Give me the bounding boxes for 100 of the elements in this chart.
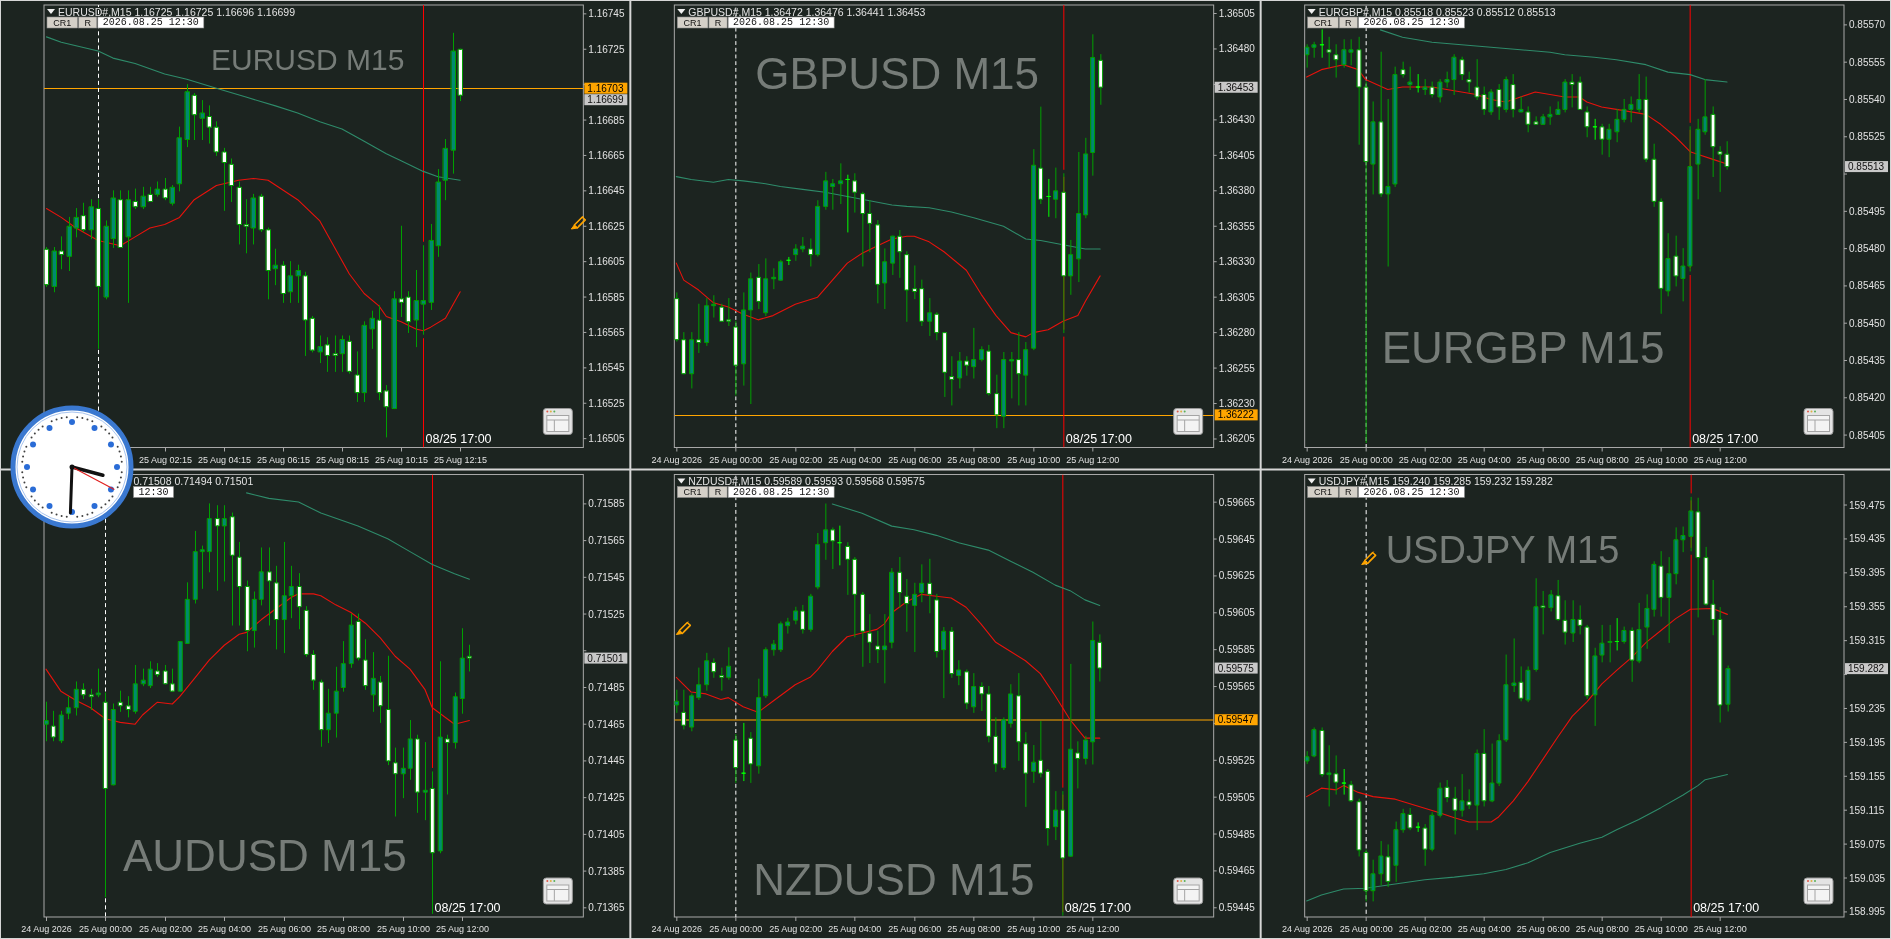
y-tick-label: 0.71425: [588, 792, 625, 804]
y-tick-label: 1.36305: [1218, 291, 1256, 303]
y-tick-label: 0.85450: [1849, 317, 1886, 329]
y-tick-label: 1.16585: [588, 291, 625, 303]
x-tick-label: 25 Aug 02:00: [138, 924, 193, 934]
button: CR1: [677, 16, 709, 29]
y-tick-label: 0.71525: [588, 608, 625, 620]
x-tick-label: 25 Aug 06:00: [1516, 924, 1570, 934]
x-tick-label: 25 Aug 00:00: [709, 454, 763, 465]
button: CR1: [1307, 16, 1339, 29]
y-tick-label: 1.36280: [1218, 327, 1256, 339]
ref-line-label: 08/25 17:00: [1064, 901, 1131, 915]
text: 159.282: [1848, 663, 1885, 675]
x-tick-label: 25 Aug 12:00: [1693, 924, 1747, 934]
x-tick-label: 25 Aug 12:00: [1693, 454, 1747, 465]
x-tick-label: 25 Aug 10:00: [376, 924, 431, 934]
y-tick-label: 0.85405: [1849, 429, 1886, 441]
y-tick-label: 159.115: [1849, 804, 1885, 816]
y-tick-label: 0.59465: [1218, 865, 1256, 877]
y-tick-label: 1.16505: [588, 433, 625, 445]
button: CR1: [677, 486, 709, 498]
ref-line-label: 08/25 17:00: [434, 901, 501, 915]
x-tick-label: 25 Aug 04:00: [828, 454, 882, 465]
chart-title: NZDUSD#,M15 0.59589 0.59593 0.59568 0.59575: [688, 475, 925, 487]
x-tick-label: 25 Aug 02:15: [138, 454, 193, 465]
y-tick-label: 158.995: [1849, 906, 1886, 918]
button: R: [708, 16, 728, 29]
y-tick-label: 0.59585: [1218, 644, 1256, 656]
x-tick-label: 24 Aug 2026: [1281, 924, 1333, 934]
annotation: 12:30: [138, 486, 169, 498]
input-field: 2026.08.25 12:30: [1358, 16, 1465, 29]
ref-line-label: 08/25 17:00: [1692, 431, 1759, 446]
button: R: [1338, 486, 1358, 498]
x-tick-label: 25 Aug 12:00: [435, 924, 490, 934]
x-tick-label: 25 Aug 04:15: [197, 454, 252, 465]
x-tick-label: 25 Aug 04:00: [828, 924, 882, 934]
annotation: R: [714, 17, 722, 28]
input-field: 12:30: [133, 486, 174, 498]
x-tick-label: 25 Aug 04:00: [197, 924, 252, 934]
y-tick-label: 0.59645: [1218, 533, 1256, 545]
annotation: R: [1345, 17, 1353, 28]
y-tick-label: 1.36205: [1218, 433, 1256, 445]
y-tick-label: 1.16745: [588, 8, 625, 20]
y-tick-label: 0.85465: [1849, 280, 1886, 292]
text: EURGBP M15: [1381, 323, 1665, 372]
ref-line-label: 1.36222: [1217, 409, 1255, 421]
y-tick-label: 1.36255: [1218, 362, 1256, 374]
y-tick-label: 159.195: [1849, 736, 1886, 748]
y-tick-label: 0.85495: [1849, 205, 1886, 217]
y-tick-label: 0.85480: [1849, 243, 1886, 255]
y-tick-label: 0.59565: [1218, 681, 1256, 693]
y-tick-label: 1.36230: [1218, 398, 1256, 410]
annotation: CR1: [1313, 17, 1332, 28]
annotation: CR1: [53, 17, 72, 28]
y-tick-label: 0.71565: [588, 535, 625, 547]
annotation: 2026.08.25 12:30: [733, 17, 830, 28]
ref-line-label: 08/25 17:00: [425, 431, 492, 446]
chart-title: GBPUSD#,M15 1.36472 1.36476 1.36441 1.36453: [688, 5, 926, 18]
input-field: 2026.08.25 12:30: [727, 486, 835, 498]
button: CR1: [1307, 486, 1339, 498]
x-tick-label: 25 Aug 02:00: [1398, 454, 1452, 465]
x-tick-label: 25 Aug 12:00: [1066, 924, 1120, 934]
text: AUDUSD M15: [123, 830, 407, 880]
x-tick-label: 25 Aug 08:00: [947, 454, 1001, 465]
y-tick-label: 1.16565: [588, 326, 625, 338]
y-tick-label: 0.71405: [588, 828, 625, 840]
annotation: 2026.08.25 12:30: [1363, 17, 1460, 28]
x-tick-label: 25 Aug 04:00: [1457, 454, 1511, 465]
y-tick-label: 1.36480: [1218, 43, 1256, 55]
y-tick-label: 0.59445: [1218, 902, 1256, 914]
y-tick-label: 0.59505: [1218, 791, 1256, 803]
y-tick-label: 0.59665: [1218, 496, 1256, 508]
y-tick-label: 1.16525: [588, 397, 625, 409]
y-tick-label: 0.71385: [588, 865, 625, 877]
x-tick-label: 25 Aug 06:00: [888, 924, 942, 934]
y-tick-label: 0.71545: [588, 571, 625, 583]
y-tick-label: 1.16725: [588, 43, 625, 55]
annotation: CR1: [683, 17, 702, 28]
x-tick-label: 25 Aug 00:00: [78, 924, 133, 934]
y-tick-label: 0.71485: [588, 681, 625, 693]
y-tick-label: 0.85420: [1849, 392, 1886, 404]
y-tick-label: 0.71465: [588, 718, 625, 730]
text: 1.16699: [587, 94, 624, 106]
y-tick-label: 0.71365: [588, 902, 625, 914]
y-tick-label: 1.36405: [1218, 149, 1256, 161]
chart-title: EURGBP#,M15 0.85518 0.85523 0.85512 0.85513: [1318, 5, 1556, 18]
ref-line-label: 1.16703: [587, 82, 624, 94]
y-tick-label: 1.36430: [1218, 114, 1256, 126]
y-tick-label: 0.85435: [1849, 354, 1886, 366]
input-field: 2026.08.25 12:30: [727, 16, 835, 29]
input-field: 2026.08.25 12:30: [97, 16, 205, 29]
y-tick-label: 159.155: [1849, 770, 1886, 782]
y-tick-label: 159.435: [1849, 533, 1886, 545]
y-tick-label: 0.85555: [1849, 56, 1886, 68]
x-tick-label: 25 Aug 00:00: [709, 924, 763, 934]
y-tick-label: 159.075: [1849, 838, 1886, 850]
y-tick-label: 0.85540: [1849, 93, 1886, 105]
y-tick-label: 1.36355: [1218, 220, 1256, 232]
x-tick-label: 24 Aug 2026: [651, 924, 703, 934]
x-tick-label: 25 Aug 06:00: [257, 924, 312, 934]
